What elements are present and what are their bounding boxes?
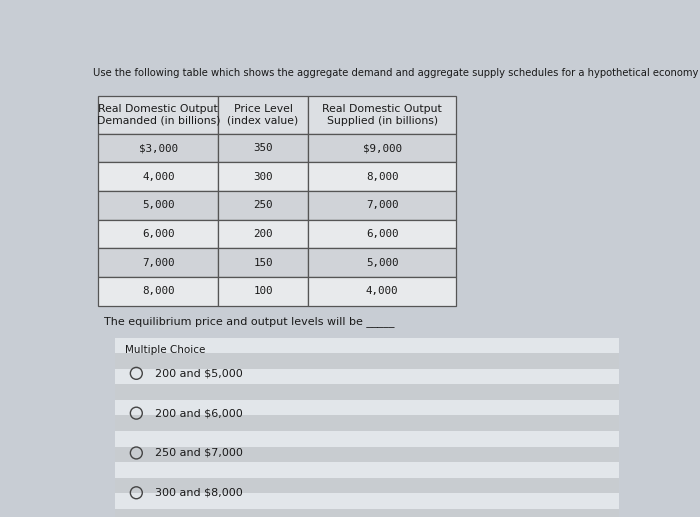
Text: 200 and $6,000: 200 and $6,000 [155, 408, 243, 418]
Text: $3,000: $3,000 [139, 143, 178, 153]
Bar [98, 220, 218, 248]
Text: 6,000: 6,000 [142, 229, 174, 239]
Text: 5,000: 5,000 [142, 201, 174, 210]
Text: 350: 350 [253, 143, 273, 153]
Bar [218, 220, 308, 248]
Bar [308, 248, 456, 277]
Bar [115, 509, 620, 517]
Text: 250 and $7,000: 250 and $7,000 [155, 448, 243, 458]
Text: Use the following table which shows the aggregate demand and aggregate supply sc: Use the following table which shows the … [93, 68, 700, 78]
Text: 8,000: 8,000 [366, 172, 398, 181]
Text: 150: 150 [253, 257, 273, 268]
Bar [115, 338, 620, 517]
Bar [115, 462, 620, 478]
Bar [115, 384, 620, 400]
Bar [308, 220, 456, 248]
Bar [115, 493, 620, 509]
Text: Real Domestic Output
Supplied (in billions): Real Domestic Output Supplied (in billio… [322, 104, 442, 126]
Bar [115, 447, 620, 462]
Bar [218, 134, 308, 162]
Text: 7,000: 7,000 [142, 257, 174, 268]
Text: 100: 100 [253, 286, 273, 296]
Text: 4,000: 4,000 [142, 172, 174, 181]
Bar [115, 338, 620, 353]
Bar [98, 162, 218, 191]
Text: 300 and $8,000: 300 and $8,000 [155, 488, 243, 498]
Text: 5,000: 5,000 [366, 257, 398, 268]
Bar [218, 248, 308, 277]
Bar [308, 134, 456, 162]
Bar [98, 191, 218, 220]
Bar [115, 369, 620, 384]
Text: $9,000: $9,000 [363, 143, 402, 153]
Bar [308, 162, 456, 191]
Text: 200 and $5,000: 200 and $5,000 [155, 368, 243, 378]
Bar [218, 191, 308, 220]
Bar [98, 96, 218, 134]
Text: 200: 200 [253, 229, 273, 239]
Text: 8,000: 8,000 [142, 286, 174, 296]
Bar [98, 277, 218, 306]
Bar [308, 191, 456, 220]
Bar [115, 416, 620, 431]
Text: Real Domestic Output
Demanded (in billions): Real Domestic Output Demanded (in billio… [97, 104, 220, 126]
Text: Price Level
(index value): Price Level (index value) [228, 104, 299, 126]
Bar [218, 277, 308, 306]
Bar [308, 96, 456, 134]
Text: 300: 300 [253, 172, 273, 181]
Bar [115, 400, 620, 416]
Bar [308, 277, 456, 306]
Bar [98, 134, 218, 162]
Text: 6,000: 6,000 [366, 229, 398, 239]
Text: Multiple Choice: Multiple Choice [125, 345, 206, 355]
Bar [115, 353, 620, 369]
Bar [115, 431, 620, 447]
Text: The equilibrium price and output levels will be _____: The equilibrium price and output levels … [104, 315, 394, 327]
Text: 4,000: 4,000 [366, 286, 398, 296]
Bar [218, 96, 308, 134]
Bar [218, 162, 308, 191]
Text: 250: 250 [253, 201, 273, 210]
Bar [115, 478, 620, 493]
Bar [98, 248, 218, 277]
Text: 7,000: 7,000 [366, 201, 398, 210]
